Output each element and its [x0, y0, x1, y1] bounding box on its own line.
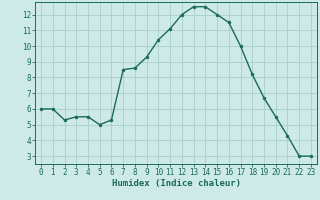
- X-axis label: Humidex (Indice chaleur): Humidex (Indice chaleur): [111, 179, 241, 188]
